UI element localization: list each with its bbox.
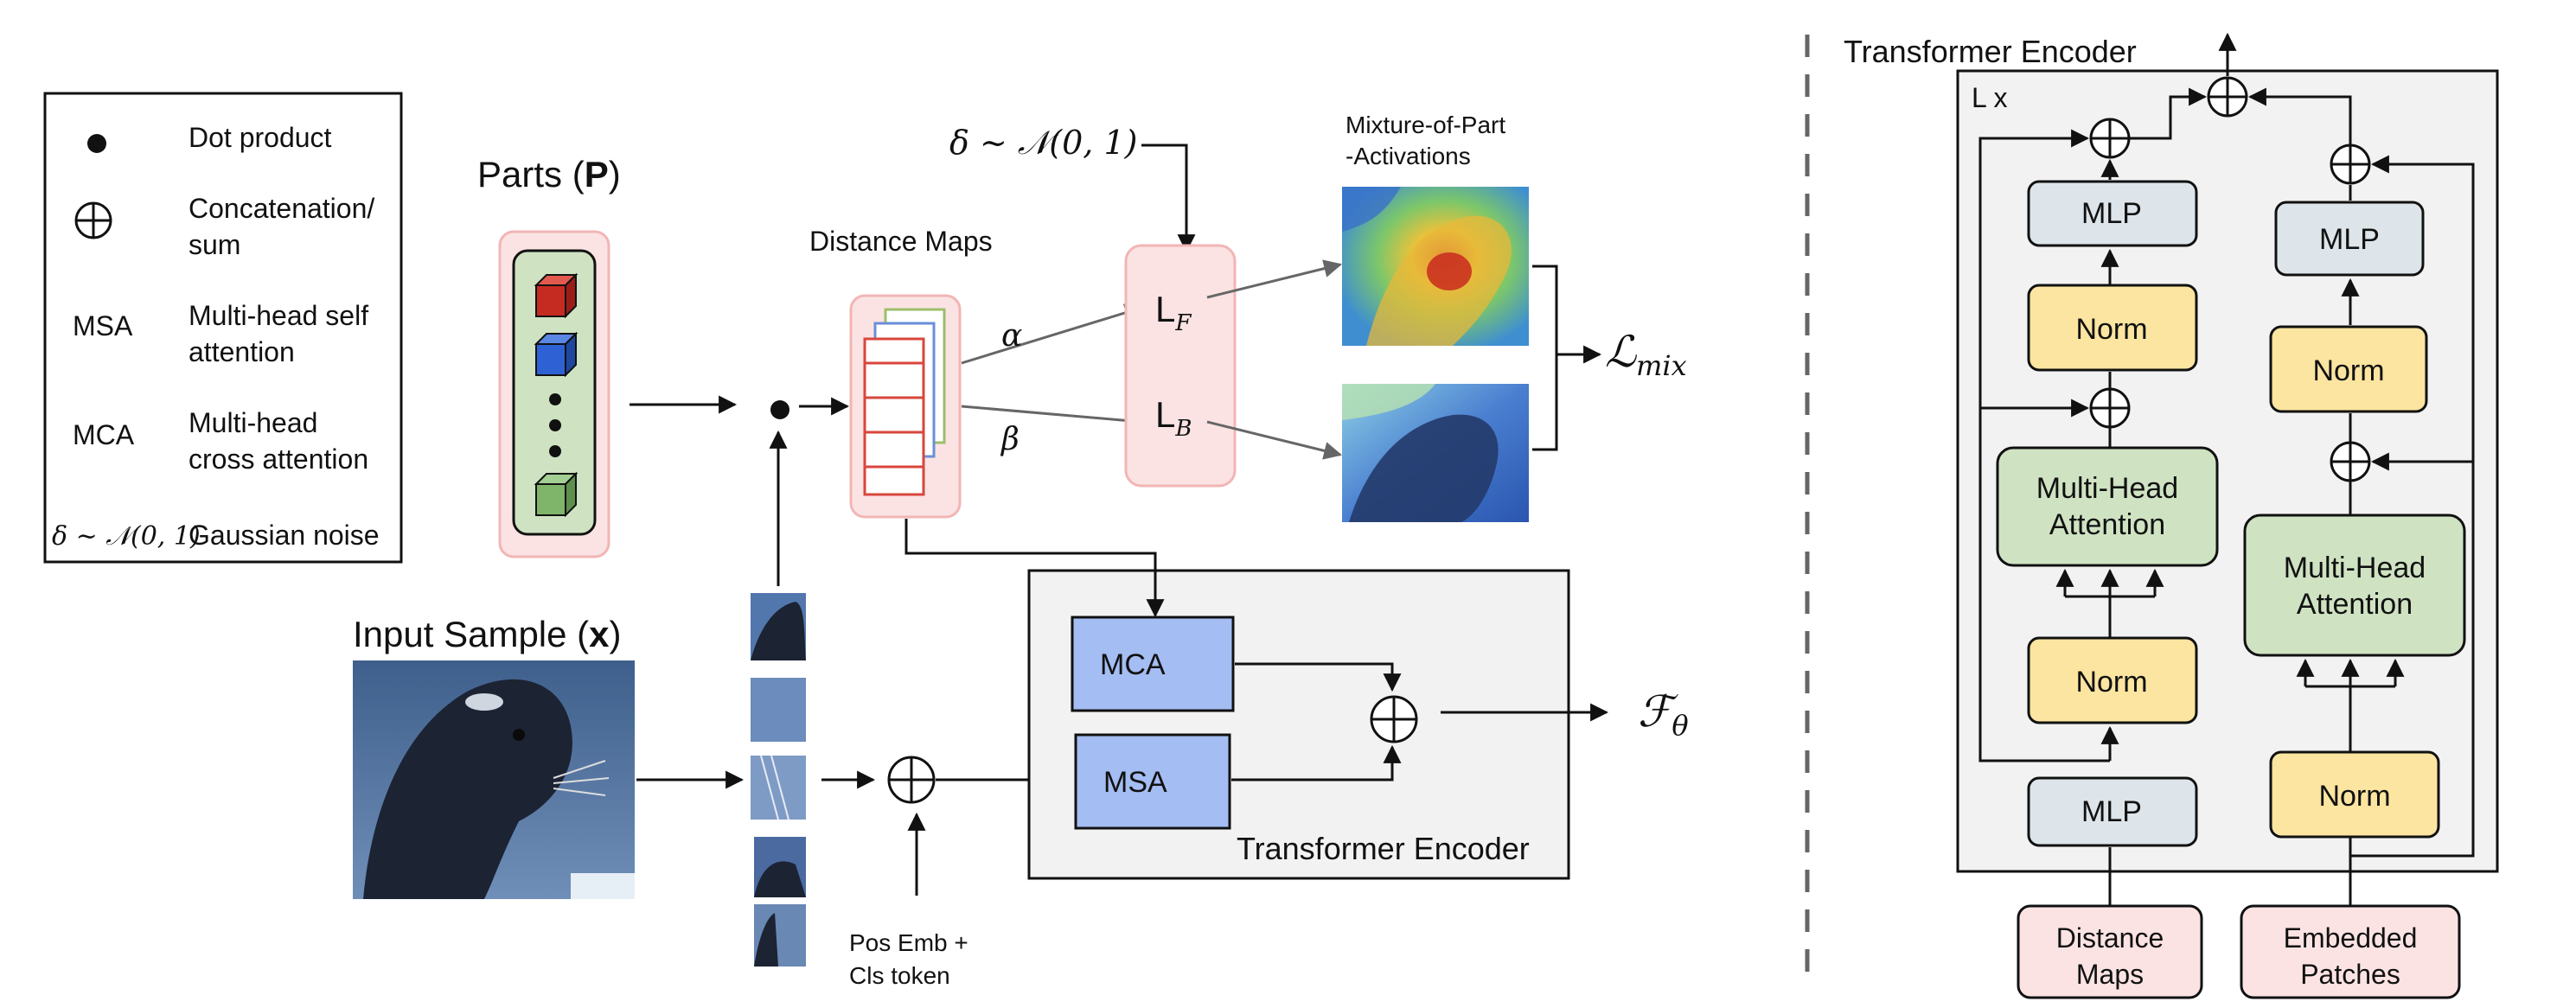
right-upper-sum-node — [2330, 144, 2371, 185]
right-norm-lower: Norm — [2318, 780, 2390, 813]
loss-mix: ℒmix — [1605, 327, 1687, 382]
pos-emb-line2: Cls token — [849, 962, 950, 989]
distance-maps-input-line1: Distance — [2056, 922, 2164, 954]
legend-concat-line2: sum — [189, 229, 240, 260]
part-cube-red — [534, 272, 578, 319]
encoder-detail-block: L x MLP Norm — [1956, 32, 2499, 906]
beta-label: β — [1000, 422, 1020, 457]
encoder-sum-node — [1370, 695, 1418, 743]
legend-mca-line2: cross attention — [189, 443, 368, 475]
embedded-patches-input: Embedded Patches — [2240, 904, 2461, 999]
bg-to-activation-arrow — [1206, 420, 1343, 460]
left-middle-sum-node — [2089, 387, 2131, 429]
oplus-icon — [74, 201, 112, 239]
patch-tile — [751, 593, 806, 660]
ellipsis-dot — [549, 393, 561, 405]
patch-tile — [754, 904, 806, 967]
legend-noise-text: Gaussian noise — [189, 520, 380, 551]
legend-mca-line1: Multi-head — [189, 407, 317, 438]
right-attention-line2: Attention — [2297, 588, 2413, 621]
ellipsis-dot — [549, 419, 561, 431]
left-mlp-top: MLP — [2081, 197, 2142, 230]
right-middle-sum-node — [2330, 441, 2371, 482]
left-upper-sum-node — [2089, 118, 2131, 159]
legend-msa-line1: Multi-head self — [189, 300, 368, 331]
legend-msa-symbol: MSA — [73, 310, 133, 341]
alpha-label: α — [1001, 318, 1022, 354]
right-mlp-top: MLP — [2319, 223, 2380, 256]
patch-tile — [751, 755, 806, 820]
loss-block: LF LB — [1124, 244, 1237, 488]
output-f-theta: ℱθ — [1638, 686, 1689, 742]
alpha-arrow — [961, 303, 1144, 365]
pos-emb-line1: Pos Emb + — [849, 929, 968, 956]
right-encoder-title: Transformer Encoder — [1844, 34, 2137, 69]
distance-maps-stack — [849, 294, 962, 519]
part-cube-green — [534, 471, 578, 518]
mix-bracket — [1532, 265, 1558, 451]
distance-maps-label: Distance Maps — [809, 226, 993, 257]
legend-dot-text: Dot product — [189, 122, 332, 153]
noise-arrow — [1141, 144, 1196, 253]
transformer-encoder-block: MCA MSA Transformer Encoder — [1027, 569, 1570, 880]
parts-title: Parts (P) — [477, 154, 621, 195]
noise-label: δ ∼ 𝒩(0, 1) — [949, 124, 1137, 162]
embedded-patches-line2: Patches — [2300, 959, 2400, 990]
pos-embedding-sum-node — [887, 756, 936, 804]
legend-msa-line2: attention — [189, 336, 295, 367]
distance-maps-input: Distance Maps — [2017, 904, 2203, 999]
left-norm-lower: Norm — [2075, 666, 2147, 699]
left-norm-upper: Norm — [2075, 313, 2147, 346]
encoder-label: Transformer Encoder — [1237, 831, 1530, 866]
mixture-label-line2: -Activations — [1346, 143, 1471, 169]
mixture-label-line1: Mixture-of-Part — [1346, 112, 1505, 138]
input-sample-image — [353, 660, 635, 899]
maps-to-mca-arrow — [904, 519, 1165, 618]
right-norm-upper: Norm — [2312, 354, 2384, 387]
top-sum-node — [2207, 76, 2248, 118]
input-sample-title: Input Sample (x) — [353, 614, 622, 654]
msa-box-label: MSA — [1103, 766, 1167, 799]
mca-box-label: MCA — [1100, 648, 1166, 681]
distance-maps-input-line2: Maps — [2076, 959, 2144, 990]
left-mlp-bottom: MLP — [2081, 795, 2142, 828]
left-branch: MLP Norm Multi-Head Attention Norm — [1978, 87, 2219, 906]
loss-background: LB — [1155, 394, 1192, 442]
dot-product-node — [770, 400, 789, 419]
legend: Dot product Concatenation/ sum MSA Multi… — [43, 92, 403, 564]
ellipsis-dot — [549, 445, 561, 457]
patch-column — [751, 593, 806, 967]
right-attention-line1: Multi-Head — [2284, 552, 2426, 584]
loss-foreground: LF — [1155, 289, 1192, 336]
legend-concat-line1: Concatenation/ — [189, 193, 374, 224]
legend-mca-symbol: MCA — [73, 419, 135, 450]
left-attention-line2: Attention — [2049, 508, 2165, 541]
patch-tile — [754, 837, 806, 897]
legend-noise-symbol: δ ∼ 𝒩(0, 1) — [52, 521, 201, 552]
parts-block — [498, 230, 610, 558]
background-activation-map — [1342, 384, 1529, 522]
repeat-label: L x — [1972, 82, 2008, 113]
embedded-patches-line1: Embedded — [2284, 922, 2418, 954]
beta-arrow — [961, 405, 1144, 430]
fg-to-activation-arrow — [1206, 259, 1343, 299]
left-attention-line1: Multi-Head — [2036, 472, 2178, 505]
patch-tile — [751, 678, 806, 742]
part-cube-blue — [534, 331, 578, 378]
right-branch: MLP Norm Multi-Head Attention Norm — [2243, 87, 2475, 906]
foreground-activation-map — [1342, 187, 1529, 346]
dot-icon — [87, 134, 106, 153]
